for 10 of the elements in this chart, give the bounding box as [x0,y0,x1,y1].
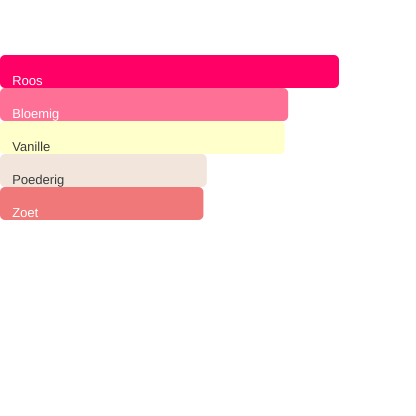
bar [0,88,288,121]
bar [0,154,207,187]
y-tick-label: Zoet [12,208,38,218]
bar [0,187,204,220]
bar [0,55,340,88]
y-tick-label: Bloemig [13,108,58,121]
y-tick-label: Vanille [12,142,50,152]
y-tick-label: Roos [13,76,42,86]
bar [0,121,285,154]
y-tick-label: Poederig [13,174,64,187]
